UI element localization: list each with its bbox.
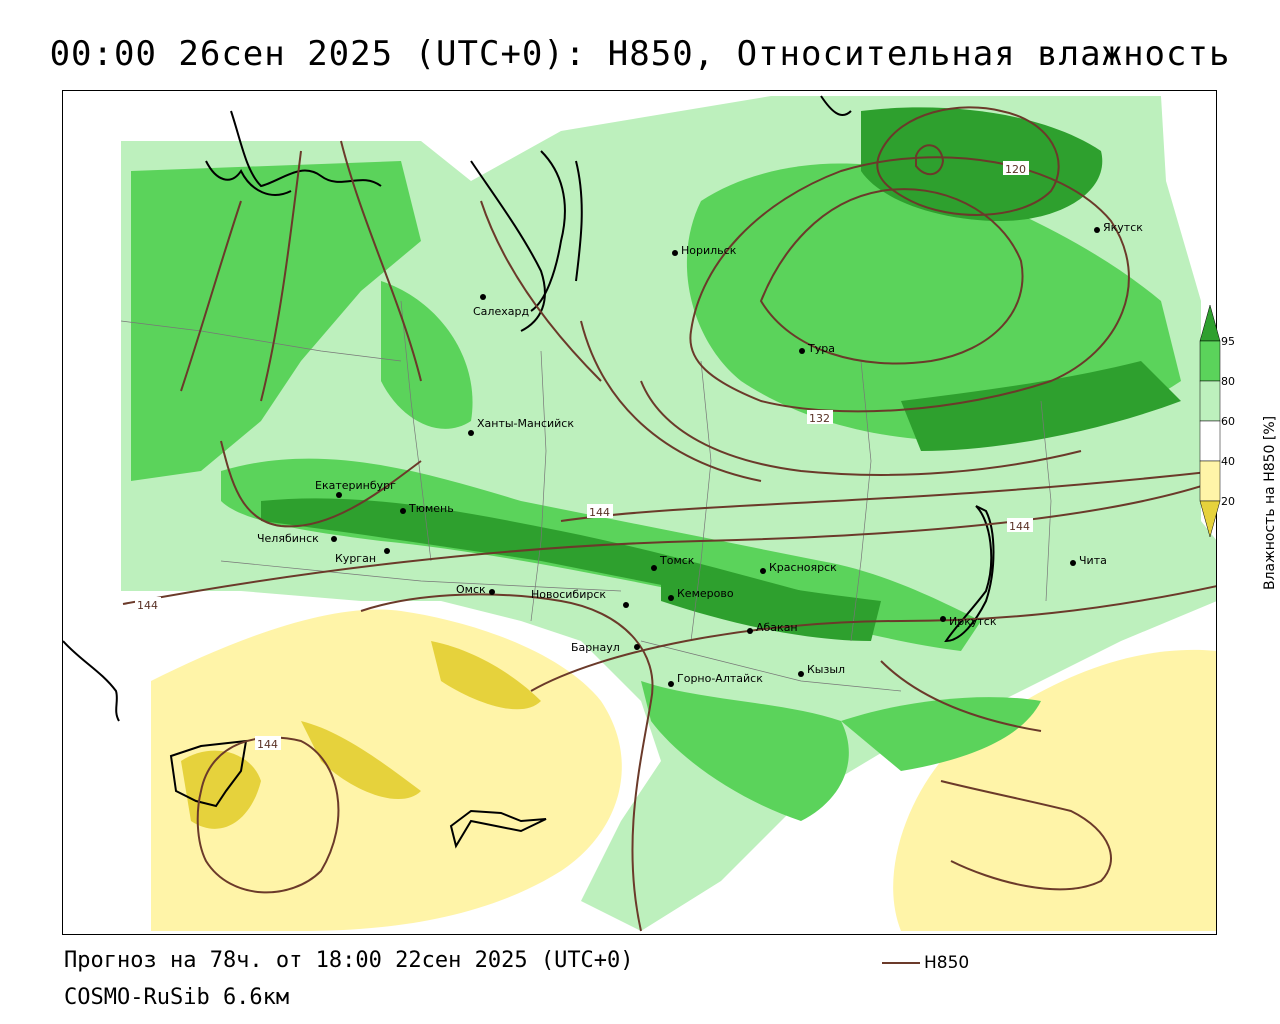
city-dot xyxy=(760,568,766,574)
city-dot xyxy=(489,589,495,595)
city-label: Ханты-Мансийск xyxy=(477,417,574,430)
city-dot xyxy=(336,492,342,498)
city-dot xyxy=(747,628,753,634)
region-borders xyxy=(120,300,1052,692)
city-dot xyxy=(799,348,805,354)
city-markers: Норильск Якутск Салехард Тура Ханты-Манс… xyxy=(257,221,1143,687)
map-canvas: 120 132 144 144 144 144 Норильск Якутск … xyxy=(63,95,1216,932)
city-label: Абакан xyxy=(756,621,798,634)
city-dot xyxy=(623,602,629,608)
city-label: Томск xyxy=(659,554,695,567)
city-dot xyxy=(634,644,640,650)
city-label: Якутск xyxy=(1103,221,1143,234)
moist-area xyxy=(121,96,1216,931)
isoline-label-group: 120 132 144 144 144 144 xyxy=(135,161,1033,751)
city-label: Барнаул xyxy=(571,641,620,654)
city-dot xyxy=(480,294,486,300)
legend-tick: 80 xyxy=(1221,375,1235,388)
city-label: Новосибирск xyxy=(531,588,606,601)
city-dot xyxy=(940,616,946,622)
city-label: Челябинск xyxy=(257,532,319,545)
isoline-label: 144 xyxy=(1009,520,1030,533)
city-label: Норильск xyxy=(681,244,737,257)
city-label: Кызыл xyxy=(807,663,845,676)
city-label: Чита xyxy=(1079,554,1107,567)
city-dot xyxy=(400,508,406,514)
city-label: Омск xyxy=(456,583,486,596)
city-dot xyxy=(468,430,474,436)
city-dot xyxy=(331,536,337,542)
city-label: Красноярск xyxy=(769,561,837,574)
map-title: 00:00 26сен 2025 (UTC+0): H850, Относите… xyxy=(49,34,1231,74)
isoline-legend-label: H850 xyxy=(924,953,970,973)
forecast-info: Прогноз на 78ч. от 18:00 22сен 2025 (UTC… xyxy=(64,948,634,973)
legend-tick: 60 xyxy=(1221,415,1235,428)
city-dot xyxy=(651,565,657,571)
isoline-legend: H850 xyxy=(882,953,969,973)
isoline-label: 144 xyxy=(589,506,610,519)
h850-isolines xyxy=(122,106,1216,932)
legend-title: Влажность на H850 [%] xyxy=(1262,415,1278,590)
city-label: Тура xyxy=(807,342,835,355)
isoline-label: 120 xyxy=(1005,163,1026,176)
isoline-label: 132 xyxy=(809,412,830,425)
city-dot xyxy=(1070,560,1076,566)
isoline-label: 144 xyxy=(257,738,278,751)
legend-tick: 20 xyxy=(1221,495,1235,508)
isoline-label: 144 xyxy=(137,599,158,612)
city-dot xyxy=(668,681,674,687)
legend-tick: 40 xyxy=(1221,455,1235,468)
isoline-legend-swatch xyxy=(882,962,920,964)
map-panel: 120 132 144 144 144 144 Норильск Якутск … xyxy=(62,90,1217,935)
city-label: Горно-Алтайск xyxy=(677,672,763,685)
city-label: Тюмень xyxy=(408,502,454,515)
city-dot xyxy=(384,548,390,554)
city-dot xyxy=(798,671,804,677)
city-label: Курган xyxy=(335,552,376,565)
legend-colorbar xyxy=(1199,305,1221,538)
humidity-legend: 95 80 60 40 20 xyxy=(1199,305,1269,605)
city-dot xyxy=(668,595,674,601)
legend-tick: 95 xyxy=(1221,335,1235,348)
model-name: COSMO-RuSib 6.6км xyxy=(64,985,290,1010)
city-dot xyxy=(672,250,678,256)
city-label: Кемерово xyxy=(677,587,734,600)
city-label: Иркутск xyxy=(949,615,997,628)
city-label: Салехард xyxy=(473,305,529,318)
city-label: Екатеринбург xyxy=(315,479,396,492)
city-dot xyxy=(1094,227,1100,233)
coastline xyxy=(63,95,995,849)
